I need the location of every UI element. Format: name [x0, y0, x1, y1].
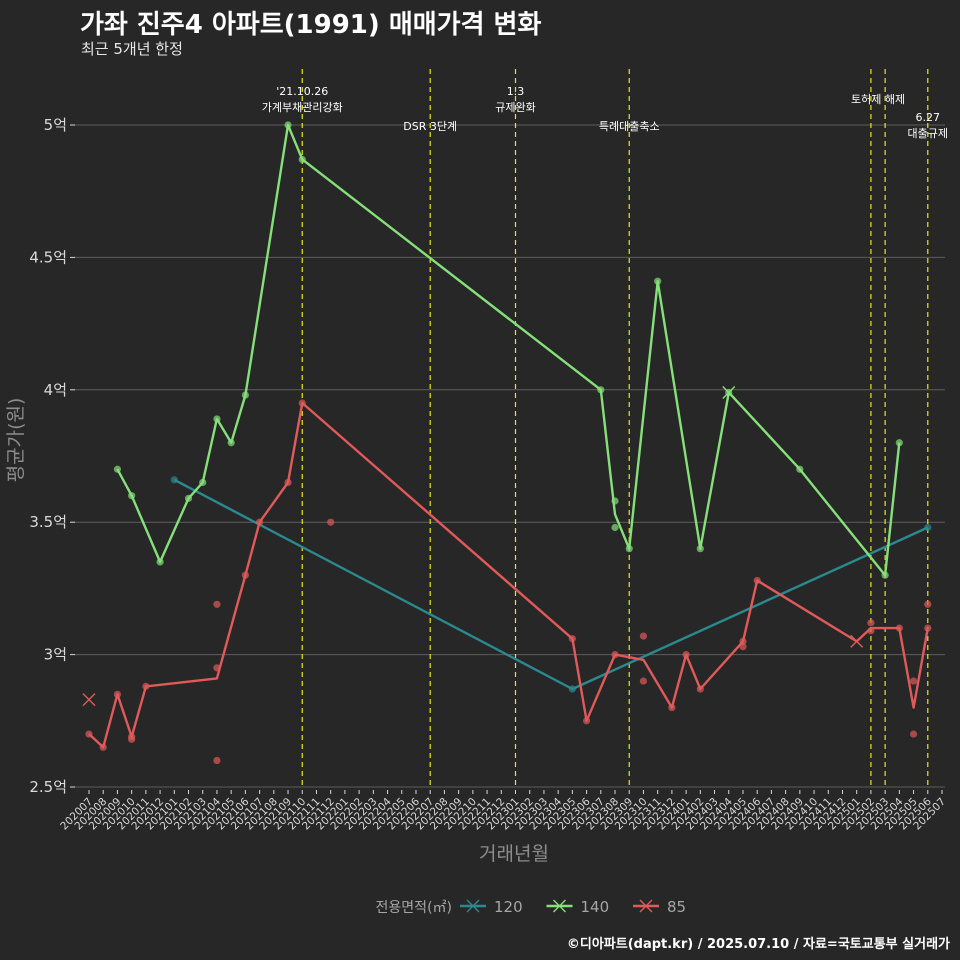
data-point-85: [924, 600, 932, 608]
y-tick-label: 5억: [44, 116, 67, 134]
y-tick-label: 3억: [44, 646, 67, 664]
data-point-140: [199, 478, 207, 487]
event-label: 규제완화: [495, 101, 535, 114]
y-tick-label: 3.5억: [29, 513, 67, 531]
data-point-85: [568, 635, 576, 643]
y-tick-label: 4억: [44, 381, 67, 399]
data-point-85: [128, 735, 136, 743]
event-label: '21.10.26: [276, 85, 328, 98]
legend-label-140: 140: [581, 898, 610, 916]
data-point-140: [227, 439, 235, 447]
axes-layer: 2.5억3억3.5억4억4.5억5억2020072020082020092020…: [29, 116, 948, 832]
x-axis-label: 거래년월: [479, 843, 549, 865]
data-point-85: [909, 730, 918, 738]
data-point-85: [85, 730, 93, 738]
data-point-120: [170, 476, 178, 484]
event-label: 대출규제: [908, 127, 948, 140]
data-point-85: [867, 619, 875, 627]
data-point-85: [298, 399, 306, 407]
data-point-140: [625, 545, 633, 553]
data-point-85: [753, 576, 761, 585]
data-point-140: [895, 439, 903, 447]
series-line-120: [173, 478, 929, 691]
data-point-140: [156, 558, 164, 566]
data-point-85: [213, 664, 221, 672]
data-point-85: [682, 651, 690, 659]
data-point-85: [213, 756, 221, 765]
data-point-85: [696, 685, 704, 693]
data-point-140: [796, 465, 804, 473]
data-point-140: [597, 386, 605, 394]
event-label: 특례대출축소: [599, 120, 660, 133]
data-point-85: [213, 600, 221, 608]
event-label: DSR 3단계: [403, 120, 457, 133]
data-point-140: [654, 277, 662, 285]
data-point-120: [568, 685, 576, 693]
data-point-85: [867, 627, 875, 635]
data-point-85: [256, 518, 264, 526]
series-line-85: [88, 401, 929, 749]
data-point-140: [241, 391, 249, 399]
legend-symbol-140: [553, 899, 566, 913]
data-point-85: [739, 643, 747, 651]
data-point-85: [99, 743, 107, 751]
data-point-85: [739, 637, 747, 645]
data-point-85: [582, 717, 591, 725]
series-layer: [82, 121, 932, 765]
data-point-140: [696, 545, 704, 553]
data-point-140: [184, 494, 193, 502]
data-point-85: [639, 677, 648, 685]
chart-subtitle: 최근 5개년 한정: [81, 40, 183, 58]
legend: 전용면적(㎡) 120 140 85: [376, 898, 687, 916]
event-label: 토허제 해제: [851, 92, 905, 106]
data-point-120: [924, 523, 932, 532]
source-caption: ©디아파트(dapt.kr) / 2025.07.10 / 자료=국토교통부 실…: [566, 937, 950, 952]
legend-label-85: 85: [667, 898, 686, 916]
data-point-85: [639, 632, 648, 640]
cross-marker-85: [850, 634, 864, 648]
legend-symbol-120: [466, 899, 480, 913]
series-line-140: [116, 123, 901, 577]
event-label: 가계부채관리강화: [262, 101, 343, 114]
y-axis-label: 평균가(원): [5, 398, 27, 483]
data-point-85: [142, 682, 150, 690]
event-label: 1.3: [507, 85, 525, 98]
data-point-140: [113, 465, 122, 473]
data-point-85: [113, 690, 122, 698]
data-point-140: [881, 571, 889, 579]
event-label: 6.27: [916, 111, 941, 124]
data-point-85: [668, 703, 676, 712]
cross-marker-85: [82, 693, 96, 707]
data-point-140: [611, 523, 619, 532]
data-point-140: [298, 155, 306, 164]
data-point-140: [213, 415, 221, 423]
data-point-85: [284, 478, 292, 487]
legend-title: 전용면적(㎡): [376, 900, 452, 916]
legend-label-120: 120: [494, 898, 523, 916]
data-point-85: [241, 571, 249, 579]
y-tick-label: 2.5억: [29, 778, 67, 796]
data-point-85: [895, 624, 903, 632]
data-point-140: [284, 121, 292, 129]
data-point-85: [924, 624, 932, 632]
y-tick-label: 4.5억: [29, 248, 67, 266]
data-point-140: [128, 492, 136, 500]
data-point-85: [909, 677, 918, 685]
data-point-140: [611, 497, 619, 505]
cross-marker-140: [722, 385, 736, 399]
data-point-85: [327, 518, 335, 526]
legend-symbol-85: [639, 899, 653, 913]
chart-title: 가좌 진주4 아파트(1991) 매매가격 변화: [80, 10, 542, 40]
data-point-85: [611, 651, 619, 659]
grid-layer: [75, 124, 945, 788]
